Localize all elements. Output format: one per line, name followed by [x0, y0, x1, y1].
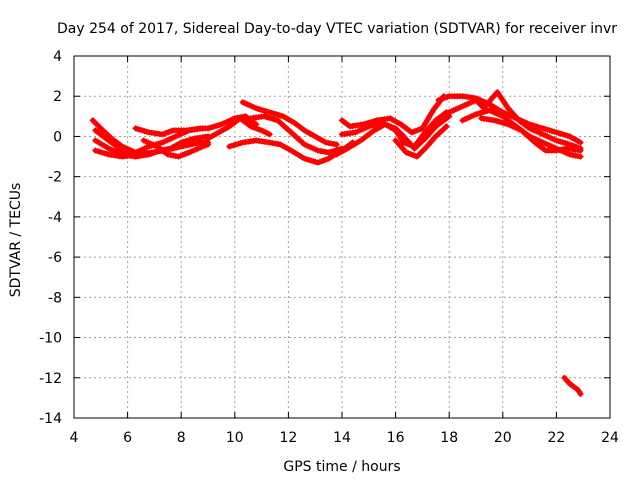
y-tick-label: -12 [39, 371, 62, 387]
y-tick-label: -2 [48, 170, 62, 186]
y-tick-label: -10 [39, 331, 62, 347]
y-tick-label: -8 [48, 290, 62, 306]
series-markers [392, 123, 450, 160]
y-tick-label: 4 [53, 49, 62, 65]
y-tick-label: -4 [48, 210, 62, 226]
x-tick-label: 4 [70, 430, 79, 446]
series-markers [140, 137, 211, 160]
series-markers [446, 89, 584, 152]
data-series [339, 93, 447, 136]
x-tick-label: 10 [226, 430, 244, 446]
x-tick-label: 18 [440, 430, 458, 446]
series-markers [205, 113, 260, 132]
x-tick-label: 20 [494, 430, 512, 446]
x-tick-label: 8 [177, 430, 186, 446]
data-series [561, 374, 584, 397]
data-series [239, 99, 340, 148]
y-tick-label: 2 [53, 89, 62, 105]
series-markers [561, 374, 584, 397]
series-markers [333, 113, 453, 158]
data-series [132, 125, 211, 138]
data-series [140, 137, 211, 160]
data-series [247, 113, 345, 156]
x-tick-label: 12 [279, 430, 297, 446]
x-tick-label: 22 [547, 430, 565, 446]
y-tick-label: -14 [39, 411, 62, 427]
chart-title: Day 254 of 2017, Sidereal Day-to-day VTE… [57, 21, 617, 37]
grid-layer [74, 56, 610, 418]
x-tick-label: 6 [123, 430, 132, 446]
series-layer [89, 89, 584, 397]
x-tick-label: 16 [387, 430, 405, 446]
x-tick-label: 14 [333, 430, 351, 446]
series-markers [247, 113, 345, 156]
data-series [333, 113, 453, 158]
y-tick-label: 0 [53, 129, 62, 145]
y-axis-label: SDTVAR / TECUs [8, 183, 24, 298]
series-markers [132, 125, 211, 138]
series-markers [478, 115, 584, 154]
x-tick-label: 24 [601, 430, 619, 446]
data-series [478, 115, 584, 154]
y-tick-label: -6 [48, 250, 62, 266]
series-markers [205, 115, 273, 142]
data-series [392, 123, 450, 160]
x-axis-label: GPS time / hours [283, 459, 400, 475]
series-markers [239, 99, 340, 148]
data-series [446, 89, 584, 152]
